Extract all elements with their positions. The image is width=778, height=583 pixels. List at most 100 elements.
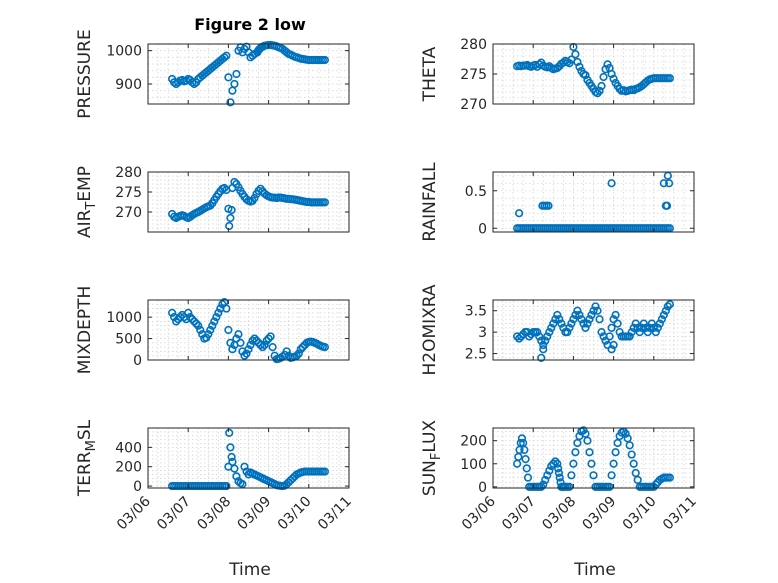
data-point [607, 179, 616, 188]
data-point [597, 81, 606, 91]
data-point [240, 351, 249, 360]
data-point [573, 306, 582, 315]
data-point [581, 71, 590, 80]
data-point [573, 438, 582, 448]
y-tick-label: 200 [115, 460, 142, 476]
y-tick-label: 1000 [106, 44, 142, 60]
data-point [212, 313, 221, 322]
data-point [659, 179, 668, 188]
data-point [246, 340, 255, 350]
data-point [627, 450, 636, 459]
data-point [520, 445, 529, 455]
data-point [569, 459, 578, 468]
data-point [282, 48, 291, 57]
data-point [615, 328, 624, 337]
axes-border [492, 171, 695, 233]
data-point [609, 340, 618, 350]
y-tick-label: 270 [115, 205, 142, 221]
figure-title: Figure 2 low [194, 15, 306, 34]
data-point [218, 300, 227, 309]
data-point [621, 429, 630, 438]
data-point [665, 74, 674, 83]
data-point [227, 205, 236, 215]
y-tick-label: 200 [460, 434, 487, 450]
data-point [579, 319, 588, 328]
data-point [541, 336, 550, 345]
data-point [593, 306, 602, 315]
data-point [663, 302, 672, 311]
data-point [609, 315, 618, 324]
data-point [244, 345, 253, 354]
data-point [226, 98, 235, 107]
data-point [539, 345, 548, 354]
subplot-rainfall: 0 0.5 RAINFALL [420, 162, 695, 242]
data-point [222, 481, 231, 491]
data-point [599, 72, 608, 82]
y-tick-label: 3.5 [465, 304, 487, 320]
data-point [565, 323, 574, 332]
data-point [521, 455, 530, 464]
data-point [571, 448, 580, 457]
data-point [242, 349, 251, 358]
data-point [188, 78, 197, 87]
y-tick-label: 0.5 [465, 184, 487, 200]
data-point [637, 323, 646, 332]
data-point [569, 315, 578, 324]
y-tick-label: 0 [478, 480, 487, 496]
axes-border [147, 171, 350, 233]
data-point [581, 323, 590, 332]
data-point [262, 336, 271, 345]
data-point [533, 328, 542, 337]
data-point [553, 63, 562, 73]
data-point [210, 317, 219, 326]
data-point [575, 310, 584, 320]
data-point [240, 462, 249, 471]
y-tick-label: 2.5 [465, 347, 487, 363]
data-point [547, 323, 556, 332]
data-point [186, 313, 195, 322]
y-tick-label: 400 [115, 440, 142, 456]
y-axis-label: AIRTEMP [75, 166, 99, 238]
axes-border [147, 299, 350, 361]
data-point [260, 340, 269, 350]
data-point [214, 308, 223, 317]
data-point [554, 464, 563, 473]
data-point [224, 73, 233, 82]
subplot-pressure: 900 1000 PRESSURE [75, 29, 350, 119]
data-point [551, 315, 560, 324]
data-point [234, 330, 243, 339]
data-point [204, 330, 213, 339]
data-point [571, 50, 580, 59]
data-point [557, 319, 566, 328]
data-point [517, 434, 527, 443]
y-tick-label: 0 [133, 479, 142, 495]
data-point [647, 319, 656, 328]
data-point [589, 306, 598, 315]
data-point [665, 300, 674, 309]
data-point [555, 315, 564, 324]
data-point [549, 319, 558, 328]
data-point [250, 334, 259, 343]
data-point [553, 310, 562, 320]
y-tick-label: 270 [460, 97, 487, 113]
data-point [320, 467, 329, 476]
data-point [639, 319, 648, 328]
data-point [523, 473, 533, 482]
axes-border [147, 427, 350, 489]
data-point [226, 213, 235, 223]
y-axis-label: THETA [420, 46, 440, 102]
data-point [226, 443, 235, 452]
data-point [595, 86, 604, 95]
data-point [583, 436, 592, 445]
x-axis-label-right: Time [573, 560, 616, 580]
data-point [232, 334, 241, 343]
data-point [543, 471, 552, 480]
data-point [625, 441, 634, 450]
data-point [515, 334, 524, 343]
data-point [545, 466, 554, 475]
data-point [585, 315, 594, 324]
data-point [629, 323, 638, 332]
data-point [607, 345, 616, 354]
y-tick-label: 280 [460, 37, 487, 53]
data-point [595, 315, 604, 324]
